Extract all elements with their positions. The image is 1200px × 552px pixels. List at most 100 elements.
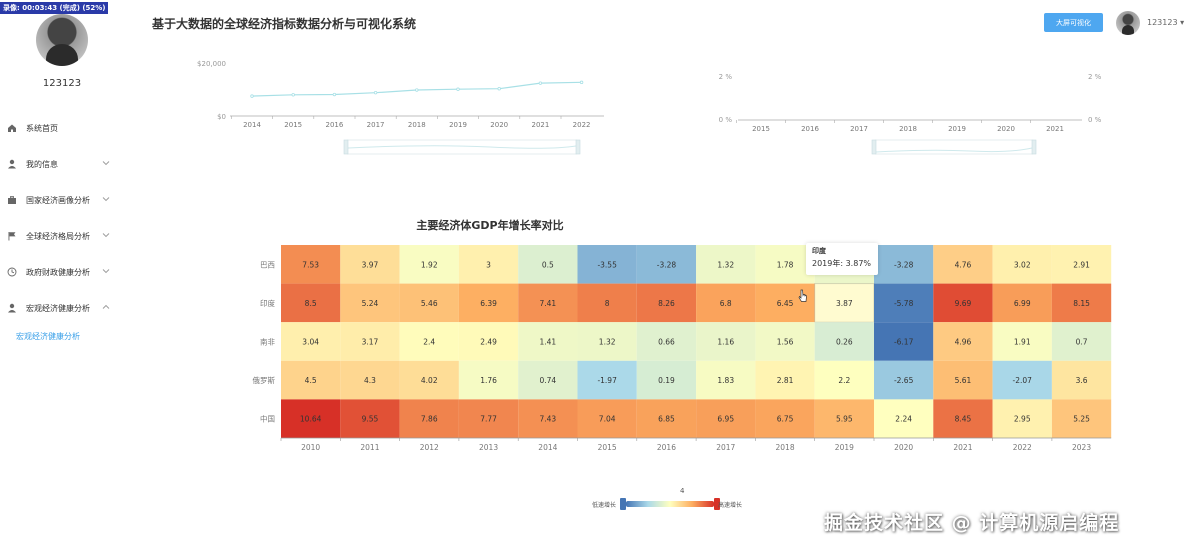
heatmap-cell[interactable] bbox=[992, 399, 1052, 438]
heatmap-cell[interactable] bbox=[518, 360, 578, 400]
data-point[interactable] bbox=[332, 92, 337, 97]
heatmap-cell[interactable] bbox=[281, 399, 341, 438]
heatmap-cell[interactable] bbox=[1051, 399, 1112, 438]
heatmap-cell[interactable] bbox=[458, 360, 519, 400]
heatmap-cell[interactable] bbox=[814, 360, 874, 400]
heatmap-cell[interactable] bbox=[1051, 322, 1112, 361]
heatmap-cell[interactable] bbox=[814, 399, 874, 438]
heatmap-cell[interactable] bbox=[399, 399, 459, 438]
x-tick-label: 2017 bbox=[367, 121, 385, 129]
heatmap-cell[interactable] bbox=[458, 283, 519, 323]
heatmap-cell[interactable] bbox=[458, 399, 519, 438]
sidebar-item-country-profile[interactable]: 国家经济画像分析 bbox=[0, 182, 120, 218]
heatmap-cell[interactable] bbox=[992, 322, 1052, 361]
heatmap-cell[interactable] bbox=[992, 245, 1052, 284]
heatmap-cell[interactable] bbox=[1051, 245, 1112, 284]
y-axis-label: 印度 bbox=[260, 298, 275, 308]
heatmap-cell[interactable] bbox=[636, 283, 697, 323]
heatmap-cell[interactable] bbox=[636, 245, 697, 284]
heatmap-cell[interactable] bbox=[458, 322, 519, 361]
heatmap-cell[interactable] bbox=[933, 360, 993, 400]
heatmap-cell[interactable] bbox=[399, 245, 459, 284]
heatmap-cell[interactable] bbox=[1051, 360, 1112, 400]
heatmap-cell[interactable] bbox=[340, 245, 400, 284]
visual-map-gradient[interactable] bbox=[626, 501, 714, 507]
heatmap-cell[interactable] bbox=[755, 360, 815, 400]
heatmap-cell[interactable] bbox=[874, 399, 934, 438]
heatmap-cell[interactable] bbox=[874, 245, 934, 284]
heatmap-cell[interactable] bbox=[458, 245, 519, 284]
heatmap-cell[interactable] bbox=[577, 322, 637, 361]
heatmap-cell[interactable] bbox=[340, 399, 400, 438]
heatmap-cell[interactable] bbox=[696, 283, 756, 323]
heatmap-cell[interactable] bbox=[399, 360, 459, 400]
sidebar-item-my-info[interactable]: 我的信息 bbox=[0, 146, 120, 182]
data-zoom-handle-right[interactable] bbox=[575, 139, 581, 155]
sidebar-item-global-pattern[interactable]: 全球经济格局分析 bbox=[0, 218, 120, 254]
heatmap-cell[interactable] bbox=[1051, 283, 1112, 323]
avatar[interactable] bbox=[36, 14, 88, 66]
heatmap-cell[interactable] bbox=[636, 360, 697, 400]
heatmap-cell[interactable] bbox=[933, 283, 993, 323]
heatmap-cell[interactable] bbox=[874, 283, 934, 323]
submenu-item-macro-health[interactable]: 宏观经济健康分析 bbox=[16, 331, 80, 341]
heatmap-cell[interactable] bbox=[933, 399, 993, 438]
data-zoom-handle-left[interactable] bbox=[343, 139, 349, 155]
data-point[interactable] bbox=[579, 80, 584, 85]
heatmap-cell[interactable] bbox=[281, 245, 341, 284]
heatmap-cell[interactable] bbox=[281, 322, 341, 361]
heatmap-cell[interactable] bbox=[636, 322, 697, 361]
heatmap-cell[interactable] bbox=[636, 399, 697, 438]
sidebar-item-fiscal-health[interactable]: 政府财政健康分析 bbox=[0, 254, 120, 290]
sidebar-item-macro-health[interactable]: 宏观经济健康分析 bbox=[0, 290, 120, 326]
heatmap-cell[interactable] bbox=[577, 283, 637, 323]
data-point[interactable] bbox=[291, 93, 295, 97]
heatmap-cell[interactable] bbox=[992, 283, 1052, 323]
cell-value-label: 9.55 bbox=[362, 415, 379, 424]
heatmap-cell[interactable] bbox=[518, 322, 578, 361]
visual-map-handle-high[interactable] bbox=[714, 498, 720, 510]
data-point[interactable] bbox=[497, 87, 501, 91]
heatmap-cell[interactable] bbox=[577, 399, 637, 438]
heatmap-cell[interactable] bbox=[696, 399, 756, 438]
heatmap-cell[interactable] bbox=[992, 360, 1052, 400]
heatmap-cell[interactable] bbox=[814, 322, 874, 361]
heatmap-cell[interactable] bbox=[399, 322, 459, 361]
data-point[interactable] bbox=[538, 81, 543, 85]
heatmap-cell[interactable] bbox=[340, 360, 400, 400]
data-point[interactable] bbox=[415, 88, 419, 92]
heatmap-cell[interactable] bbox=[518, 245, 578, 284]
heatmap-cell[interactable] bbox=[755, 245, 815, 284]
user-dropdown[interactable]: 123123 ▾ bbox=[1147, 18, 1185, 27]
data-zoom-handle-right[interactable] bbox=[1031, 139, 1037, 155]
heatmap-cell[interactable] bbox=[281, 283, 341, 323]
heatmap-cell[interactable] bbox=[933, 322, 993, 361]
heatmap-cell[interactable] bbox=[281, 360, 341, 400]
big-screen-button[interactable]: 大屏可视化 bbox=[1044, 13, 1103, 32]
visual-map-handle-low[interactable] bbox=[620, 498, 626, 510]
data-point[interactable] bbox=[456, 87, 460, 91]
heatmap-cell[interactable] bbox=[933, 245, 993, 284]
sidebar-item-home[interactable]: 系统首页 bbox=[0, 110, 120, 146]
heatmap-cell[interactable] bbox=[577, 360, 637, 400]
heatmap-cell[interactable] bbox=[399, 283, 459, 323]
heatmap-cell[interactable] bbox=[755, 399, 815, 438]
x-tick-label: 2022 bbox=[573, 121, 591, 129]
heatmap-cell[interactable] bbox=[577, 245, 637, 284]
data-point[interactable] bbox=[373, 90, 378, 95]
heatmap-cell[interactable] bbox=[874, 360, 934, 400]
heatmap-cell[interactable] bbox=[874, 322, 934, 361]
heatmap-cell[interactable] bbox=[696, 360, 756, 400]
heatmap-cell[interactable] bbox=[755, 322, 815, 361]
heatmap-cell[interactable] bbox=[340, 322, 400, 361]
data-point[interactable] bbox=[250, 94, 254, 98]
heatmap-cell[interactable] bbox=[518, 399, 578, 438]
heatmap-cell[interactable] bbox=[696, 245, 756, 284]
y-axis-label: 中国 bbox=[260, 414, 275, 424]
heatmap-cell[interactable] bbox=[696, 322, 756, 361]
heatmap-cell[interactable] bbox=[340, 283, 400, 323]
heatmap-cell[interactable] bbox=[755, 283, 815, 323]
data-zoom-handle-left[interactable] bbox=[871, 139, 877, 155]
header-avatar[interactable] bbox=[1116, 11, 1140, 35]
heatmap-cell[interactable] bbox=[518, 283, 578, 323]
